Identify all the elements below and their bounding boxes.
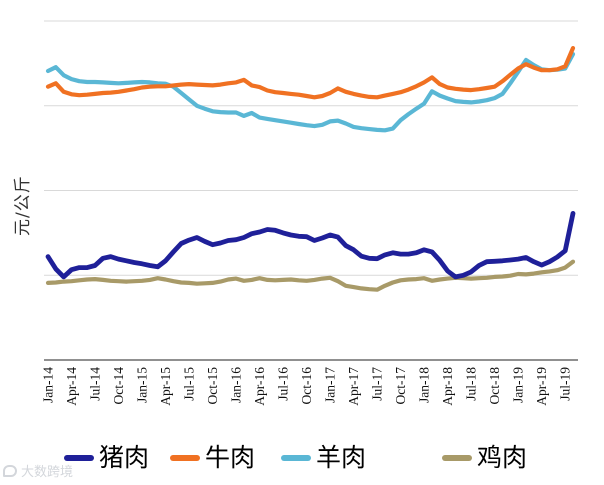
legend-swatch-beef xyxy=(170,455,200,461)
x-tick-label: Jul-15 xyxy=(182,367,197,401)
x-tick-label: Jan-15 xyxy=(135,367,150,403)
x-tick-label: Jan-16 xyxy=(229,367,244,403)
series-line-mutton xyxy=(45,51,576,133)
series-line-chicken xyxy=(45,259,576,292)
x-tick-label: Jul-17 xyxy=(370,367,385,401)
legend-label-pork: 猪肉 xyxy=(99,443,150,472)
legend-item-chicken: 鸡肉 xyxy=(442,441,527,475)
x-tick-label: Oct-16 xyxy=(299,367,314,405)
x-tick-label: Apr-18 xyxy=(440,367,455,406)
x-tick-label: Apr-17 xyxy=(346,367,361,406)
legend-swatch-chicken xyxy=(442,455,472,461)
legend-label-mutton: 羊肉 xyxy=(316,443,367,472)
x-tick-label: Oct-14 xyxy=(111,367,126,405)
watermark-logo-icon xyxy=(3,464,17,477)
legend-label-chicken: 鸡肉 xyxy=(477,443,528,472)
x-tick-label: Jan-18 xyxy=(417,367,432,403)
legend-item-beef: 牛肉 xyxy=(170,441,255,475)
x-tick-label: Apr-19 xyxy=(534,367,549,406)
x-tick-label: Jul-16 xyxy=(276,367,291,401)
legend-swatch-mutton xyxy=(281,455,311,461)
watermark-text: 大数跨境 xyxy=(21,464,74,479)
series-line-pork xyxy=(45,210,576,280)
legend-item-pork: 猪肉 xyxy=(64,441,149,475)
x-tick-label: Oct-18 xyxy=(487,367,502,405)
x-tick-label: Jan-17 xyxy=(323,367,338,403)
series-line-beef xyxy=(45,45,576,100)
plot-area: Jan-14 Apr-14 Jul-14 Oct-14 Jan-15 Apr-15 Jul-… xyxy=(41,20,578,406)
x-tick-label: Jul-18 xyxy=(464,367,479,401)
x-tick-label: Apr-16 xyxy=(252,367,267,406)
legend-label-beef: 牛肉 xyxy=(205,443,256,472)
x-tick-label: Jan-14 xyxy=(41,367,56,403)
x-tick-label: Jan-19 xyxy=(511,367,526,403)
x-tick-label: Apr-14 xyxy=(64,367,79,406)
chart-legend: 猪肉 牛肉 羊肉 鸡肉 xyxy=(0,441,604,477)
x-tick-label: Oct-17 xyxy=(393,367,408,405)
x-tick-label: Oct-15 xyxy=(205,367,220,405)
x-tick-label: Jul-14 xyxy=(88,367,103,401)
legend-swatch-pork xyxy=(64,455,94,461)
x-tick-label: Apr-15 xyxy=(158,367,173,406)
watermark: 大数跨境 xyxy=(3,461,73,480)
x-tick-label: Jul-19 xyxy=(558,367,573,401)
legend-item-mutton: 羊肉 xyxy=(281,441,366,475)
